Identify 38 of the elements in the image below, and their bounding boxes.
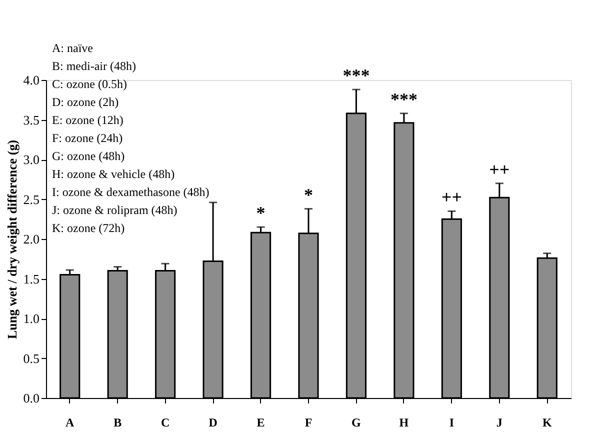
- y-tick-label: 1.0: [23, 311, 40, 326]
- annotation: C: ozone (0.5h): [52, 77, 127, 91]
- annotation: H: ozone & vehicle (48h): [52, 167, 175, 181]
- y-tick-label: 1.5: [23, 271, 40, 286]
- annotation: ***: [342, 66, 370, 86]
- y-axis-title: Lung wet / dry weight difference (g): [4, 140, 20, 340]
- x-tick-label: H: [399, 416, 410, 430]
- annotation: F: ozone (24h): [52, 131, 123, 145]
- annotation: ++: [441, 187, 462, 208]
- annotation: K: ozone (72h): [52, 221, 125, 235]
- y-tick-label: 3.0: [23, 152, 40, 167]
- annotation: ++: [489, 159, 510, 180]
- text: A: naïve: [52, 41, 93, 55]
- y-tick-label: 0.5: [23, 350, 40, 366]
- annotation: I: ozone & dexamethasone (48h): [52, 185, 210, 199]
- text: B: medi-air (48h): [52, 59, 136, 73]
- x-tick-label: J: [496, 416, 502, 430]
- x-tick-label: C: [160, 416, 170, 430]
- annotation: *: [304, 184, 313, 205]
- annotation: *: [256, 203, 266, 224]
- y-tick-label: 3.5: [23, 112, 40, 128]
- y-tick-label: 0.0: [23, 390, 40, 406]
- y-tick-label: 4.0: [23, 72, 40, 88]
- x-tick-label: F: [304, 416, 312, 430]
- annotation: J: ozone & rolipram (48h): [52, 203, 178, 217]
- annotation: D: ozone (2h): [52, 95, 119, 109]
- x-tick-label: K: [542, 416, 552, 430]
- annotation: G: ozone (48h): [52, 149, 125, 163]
- y-tick-label: 2.0: [23, 232, 40, 246]
- x-tick-label: G: [352, 416, 361, 430]
- annotation: ***: [390, 89, 418, 110]
- y-tick-label: 2.5: [23, 192, 40, 207]
- x-tick-label: D: [208, 416, 218, 430]
- x-tick-label: I: [449, 416, 454, 430]
- x-tick-label: B: [114, 416, 122, 430]
- annotation: E: ozone (12h): [52, 113, 124, 127]
- x-tick-label: E: [256, 416, 265, 430]
- x-tick-label: A: [66, 416, 75, 430]
